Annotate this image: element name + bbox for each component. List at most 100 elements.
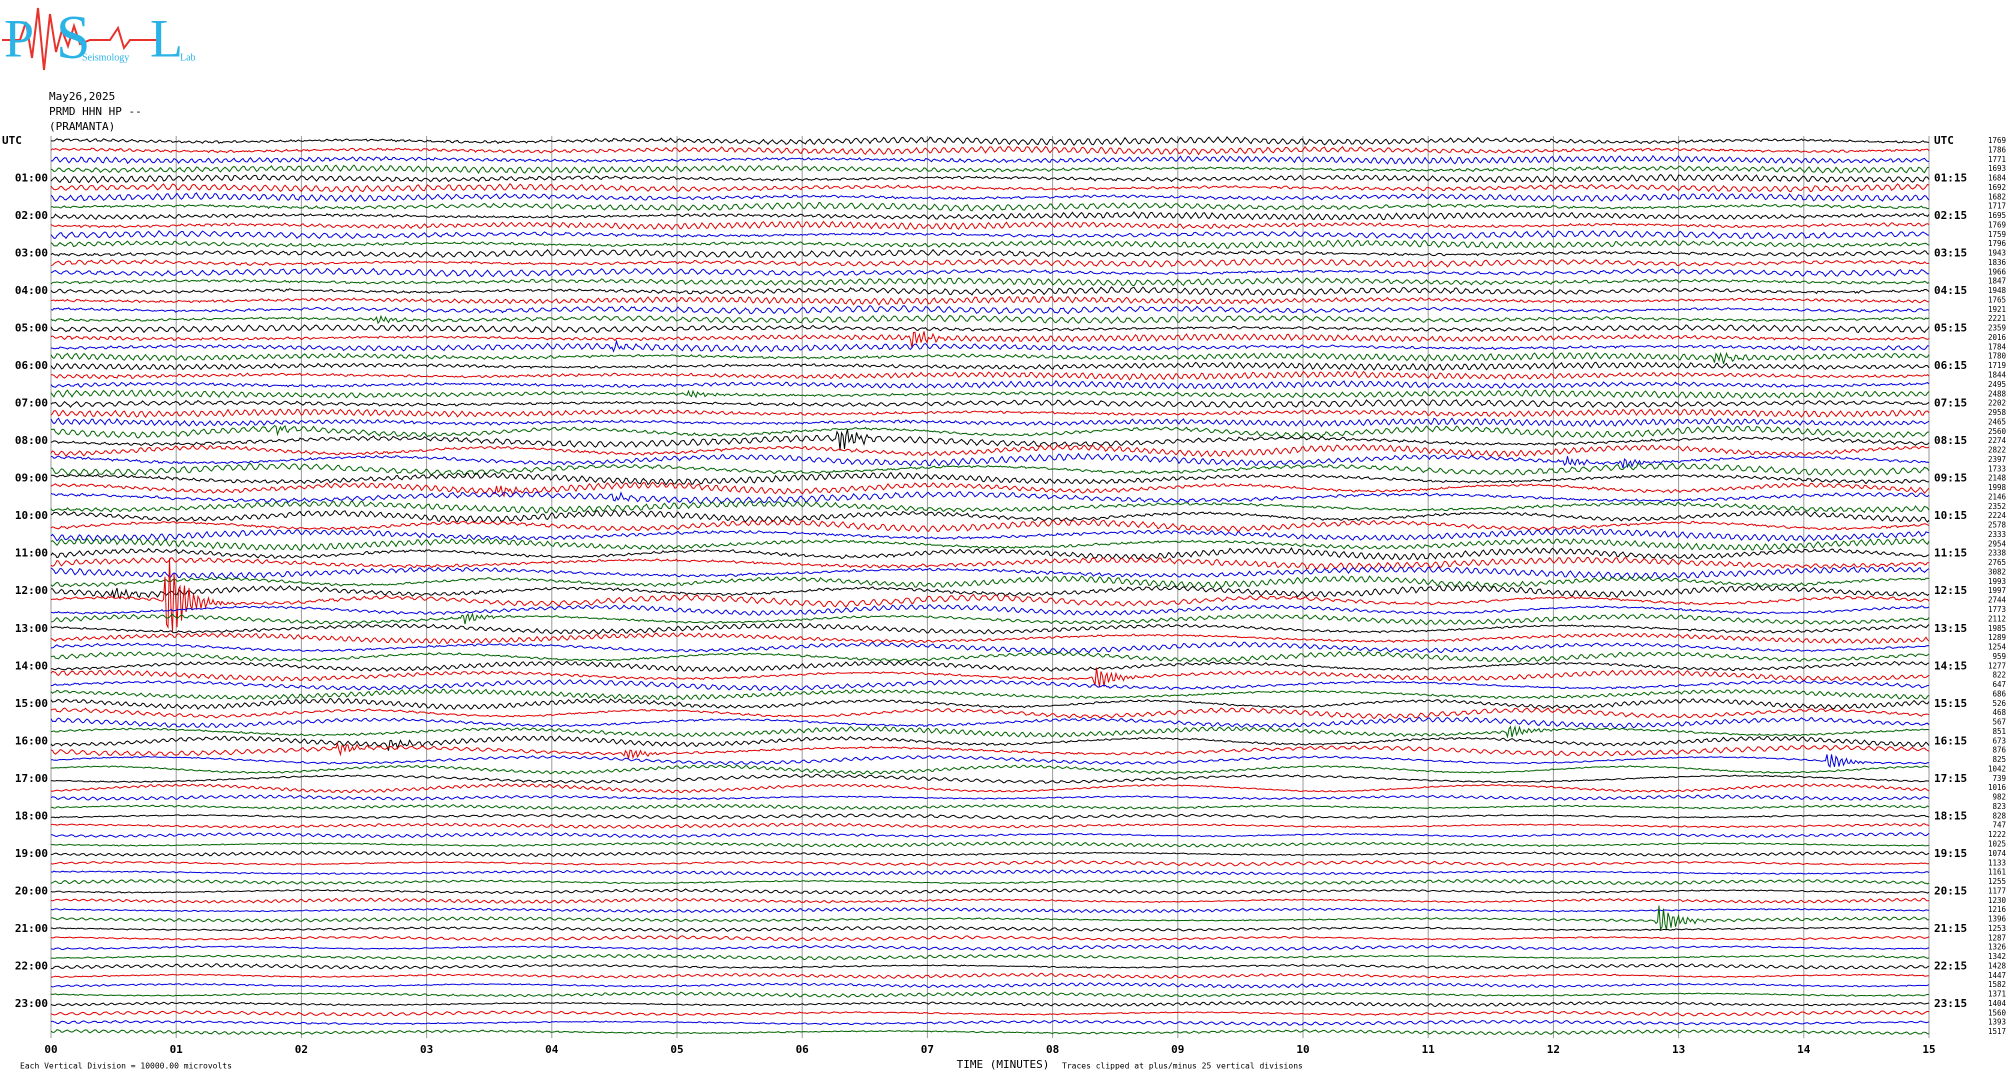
trace [50, 462, 1930, 477]
right-time-label: 05:15 [1934, 322, 1967, 335]
x-tick-label: 14 [1797, 1043, 1811, 1056]
trace [50, 632, 1930, 645]
trace [50, 575, 1930, 589]
trace [50, 528, 1930, 542]
trace [50, 173, 1930, 184]
trace [50, 1019, 1930, 1026]
x-tick-label: 13 [1672, 1043, 1685, 1056]
trace-scale: 2822 [1988, 446, 2006, 455]
logo-subtitle: Seismology [82, 52, 129, 63]
trace [50, 697, 1930, 710]
trace [50, 991, 1930, 998]
trace-scale: 1253 [1988, 924, 2006, 933]
trace-scale: 1161 [1988, 868, 2006, 877]
trace [50, 905, 1930, 931]
trace [50, 972, 1930, 979]
trace-scale: 1759 [1988, 230, 2006, 239]
trace-scale: 1948 [1988, 286, 2007, 295]
trace-scale: 1692 [1988, 183, 2006, 192]
trace-scale: 851 [1992, 727, 2006, 736]
trace [50, 379, 1930, 390]
trace-scale: 1447 [1988, 971, 2006, 980]
trace [50, 773, 1929, 784]
trace [50, 509, 1930, 523]
trace-scale: 1560 [1988, 1008, 2007, 1017]
trace [50, 154, 1929, 165]
trace-scale: 1216 [1988, 905, 2007, 914]
x-tick-label: 08 [1046, 1043, 1059, 1056]
trace-scale: 1230 [1988, 896, 2007, 905]
trace-scale: 1847 [1988, 277, 2006, 286]
trace-scale: 1393 [1988, 1018, 2006, 1027]
trace-scale: 2274 [1988, 436, 2007, 445]
trace [50, 679, 1930, 691]
trace [50, 248, 1930, 259]
trace-scale: 1517 [1988, 1027, 2006, 1036]
trace-scale: 2338 [1988, 549, 2007, 558]
right-time-label: 10:15 [1934, 509, 1967, 522]
trace [50, 452, 1930, 469]
trace-scale: 2488 [1988, 389, 2007, 398]
trace [50, 389, 1930, 400]
trace-scale: 2765 [1988, 558, 2006, 567]
trace-scale: 2560 [1988, 427, 2007, 436]
trace-scale: 1277 [1988, 661, 2006, 670]
trace-scale: 1786 [1988, 145, 2007, 154]
logo-wave [2, 7, 160, 71]
trace-scale: 2224 [1988, 511, 2007, 520]
trace-scale: 1693 [1988, 164, 2006, 173]
left-time-label: 04:00 [15, 284, 48, 297]
left-time-label: UTC [2, 134, 22, 147]
x-tick-label: 00 [44, 1043, 57, 1056]
trace-scale: 1769 [1988, 136, 2006, 145]
trace-scale: 1133 [1988, 858, 2006, 867]
trace [50, 764, 1930, 775]
right-time-label: 14:15 [1934, 659, 1967, 672]
trace [50, 822, 1930, 829]
trace [50, 604, 1930, 616]
trace [50, 622, 1930, 635]
trace-scale: 1428 [1988, 961, 2007, 970]
trace [50, 897, 1930, 904]
trace [50, 220, 1930, 231]
trace [51, 953, 1930, 961]
trace-scale: 2352 [1988, 502, 2006, 511]
trace [50, 716, 1930, 729]
trace-scale: 959 [1992, 652, 2006, 661]
trace [50, 518, 1930, 533]
right-time-label: 19:15 [1934, 847, 1967, 860]
trace [50, 783, 1930, 794]
trace [50, 314, 1930, 325]
trace-scale: 567 [1992, 718, 2006, 727]
left-time-label: 22:00 [15, 959, 48, 972]
trace [50, 850, 1930, 857]
trace [50, 1001, 1930, 1008]
trace [50, 944, 1930, 951]
trace-scale: 2578 [1988, 521, 2007, 530]
trace [50, 869, 1930, 876]
trace [51, 471, 1930, 486]
left-time-label: 15:00 [15, 697, 48, 710]
trace [50, 192, 1930, 203]
trace-scale: 2016 [1988, 333, 2007, 342]
trace-scale: 2146 [1988, 492, 2007, 501]
trace-scale: 1222 [1988, 830, 2006, 839]
trace [50, 408, 1930, 419]
trace [50, 641, 1930, 654]
right-time-label: 02:15 [1934, 209, 1967, 222]
trace [50, 429, 1930, 451]
time-axis-title: TIME (MINUTES) [957, 1058, 1050, 1071]
trace [50, 417, 1930, 428]
left-time-label: 23:00 [15, 997, 48, 1010]
x-tick-label: 09 [1171, 1043, 1184, 1056]
trace-scale: 1921 [1988, 305, 2006, 314]
trace [50, 963, 1930, 970]
trace [50, 183, 1930, 193]
trace-scale: 1993 [1988, 577, 2006, 586]
trace-scale: 1289 [1988, 633, 2006, 642]
trace-scale: 686 [1992, 689, 2006, 698]
clip-note: Traces clipped at plus/minus 25 vertical… [1062, 1062, 1303, 1071]
trace-scale: 1042 [1988, 764, 2006, 773]
trace [50, 136, 1930, 146]
